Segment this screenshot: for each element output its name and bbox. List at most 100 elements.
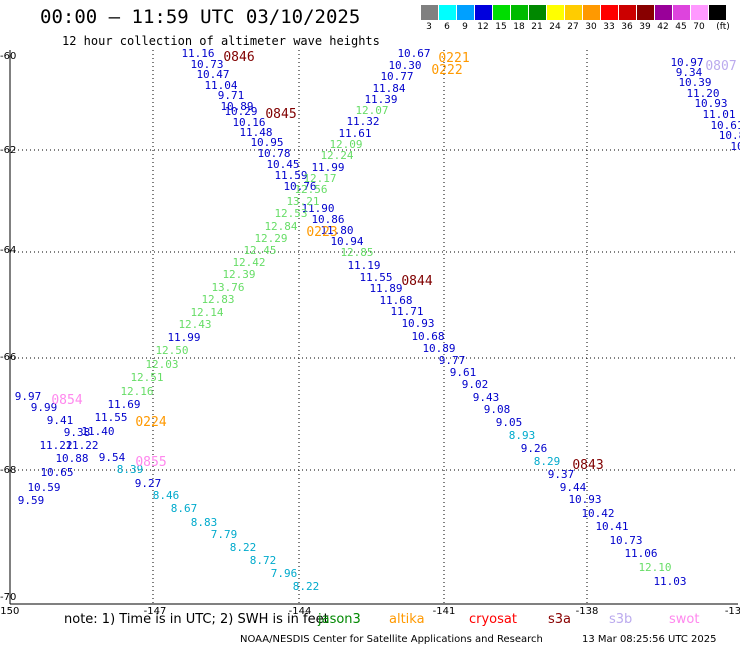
pass-time-label: 0843 [572, 458, 603, 473]
latitude-label: -68 [0, 465, 16, 476]
colorbar-swatch [493, 5, 510, 20]
colorbar-tick-label: 39 [639, 22, 651, 32]
wave-height-value: 11.48 [239, 126, 272, 139]
wave-height-value: 10.73 [190, 58, 223, 71]
wave-height-value: 11.84 [372, 82, 405, 95]
latitude-label: -70 [0, 592, 16, 603]
wave-height-value: 10.39 [678, 76, 711, 89]
wave-height-value: 10 [730, 140, 740, 153]
colorbar-tick-label: 18 [513, 22, 525, 32]
colorbar-tick-label: 9 [462, 22, 468, 32]
wave-height-value: 12.14 [190, 306, 223, 319]
wave-height-value: 10.41 [595, 520, 628, 533]
colorbar-swatch [691, 5, 708, 20]
map-frame [9, 50, 738, 605]
wave-height-value: 9.26 [521, 442, 548, 455]
colorbar-tick-label: 3 [426, 22, 432, 32]
wave-height-value: 8.67 [171, 502, 198, 515]
wave-height-value: 12.83 [201, 293, 234, 306]
colorbar-tick-label: 42 [657, 22, 669, 32]
wave-height-value: 10.47 [196, 68, 229, 81]
pass-time-label: 0844 [401, 274, 432, 289]
longitude-label: -138 [576, 606, 599, 617]
wave-height-value: 10.59 [27, 481, 60, 494]
wave-height-value: 12.45 [243, 244, 276, 257]
colorbar-swatch [439, 5, 456, 20]
colorbar-swatch [673, 5, 690, 20]
wave-height-value: 10.93 [694, 97, 727, 110]
colorbar-swatch [565, 5, 582, 20]
wave-height-value: 10.93 [568, 493, 601, 506]
wave-height-value: 11.69 [107, 398, 140, 411]
wave-height-value: 10.95 [250, 136, 283, 149]
colorbar-tick-label: 70 [693, 22, 705, 32]
pass-time-label: 0855 [135, 455, 166, 470]
wave-height-value: 10.68 [411, 330, 444, 343]
wave-height-value: 9.54 [99, 451, 126, 464]
wave-height-value: 12.39 [222, 268, 255, 281]
wave-height-value: 12.84 [264, 220, 297, 233]
wave-height-value: 11.80 [320, 224, 353, 237]
pass-time-label: 0224 [135, 415, 166, 430]
wave-height-value: 12.09 [329, 138, 362, 151]
latitude-label: -66 [0, 352, 16, 363]
wave-height-value: 8.72 [250, 554, 277, 567]
colorbar-tick-label: 30 [585, 22, 597, 32]
wave-height-value: 9.05 [496, 416, 523, 429]
satellite-legend-item-cryosat: cryosat [469, 612, 517, 627]
wave-height-value: 11.22 [39, 439, 72, 452]
wave-height-value: 10.78 [257, 147, 290, 160]
wave-height-value: 10.65 [40, 466, 73, 479]
wave-height-value: 10.73 [609, 534, 642, 547]
wave-height-value: 9.77 [439, 354, 466, 367]
map-title: 00:00 – 11:59 UTC 03/10/2025 [40, 6, 361, 28]
wave-height-value: 8.46 [153, 489, 180, 502]
wave-height-value: 9.27 [135, 477, 162, 490]
wave-height-value: 12.03 [145, 358, 178, 371]
wave-height-value: 10.8 [719, 129, 740, 142]
wave-height-value: 11.68 [379, 294, 412, 307]
wave-height-value: 8.29 [534, 455, 561, 468]
wave-height-value: 12.85 [340, 246, 373, 259]
wave-height-value: 9.43 [473, 391, 500, 404]
wave-height-value: 9.61 [450, 366, 477, 379]
wave-height-value: 11.99 [167, 331, 200, 344]
credit-line: NOAA/NESDIS Center for Satellite Applica… [240, 634, 543, 645]
colorbar-tick-label: 15 [495, 22, 507, 32]
pass-time-label: 0221 [438, 51, 469, 66]
satellite-legend-item-jason3: jason3 [318, 612, 361, 627]
wave-height-value: 11.71 [390, 305, 423, 318]
wave-height-value: 9.38 [64, 426, 91, 439]
wave-height-value: 9.59 [18, 494, 45, 507]
footer-note: note: 1) Time is in UTC; 2) SWH is in fe… [64, 612, 329, 627]
colorbar-swatch [619, 5, 636, 20]
colorbar-tick-label: 24 [549, 22, 561, 32]
wave-height-value: 9.71 [218, 89, 245, 102]
wave-height-value: 11.01 [702, 108, 735, 121]
wave-height-value: 12.56 [294, 183, 327, 196]
wave-height-value: 10.29 [224, 105, 257, 118]
colorbar-tick-label: 45 [675, 22, 687, 32]
generation-timestamp: 13 Mar 08:25:56 UTC 2025 [582, 634, 717, 645]
wave-height-value: 11.16 [181, 47, 214, 60]
pass-time-label: 0223 [306, 225, 337, 240]
longitude-label: -147 [144, 606, 167, 617]
colorbar-swatch [655, 5, 672, 20]
wave-height-value: 7.79 [211, 528, 238, 541]
wave-height-value: 10.77 [380, 70, 413, 83]
wave-height-value: 9.44 [560, 481, 587, 494]
wave-height-value: 12.29 [254, 232, 287, 245]
wave-height-value: 8.22 [230, 541, 257, 554]
wave-height-value: 11.04 [204, 79, 237, 92]
colorbar-tick-label: 36 [621, 22, 633, 32]
wave-height-value: 8.22 [293, 580, 320, 593]
wave-height-value: 12.53 [274, 207, 307, 220]
wave-height-value: 10.45 [266, 158, 299, 171]
wave-height-value: 9.02 [462, 378, 489, 391]
satellite-legend-item-swot: swot [669, 612, 700, 627]
wave-height-value: 12.16 [120, 385, 153, 398]
wave-height-value: 9.37 [548, 468, 575, 481]
colorbar-unit-label: (ft) [716, 22, 730, 32]
altimeter-tracks: 11.1610.7310.4711.049.7110.8910.2910.161… [15, 47, 740, 593]
